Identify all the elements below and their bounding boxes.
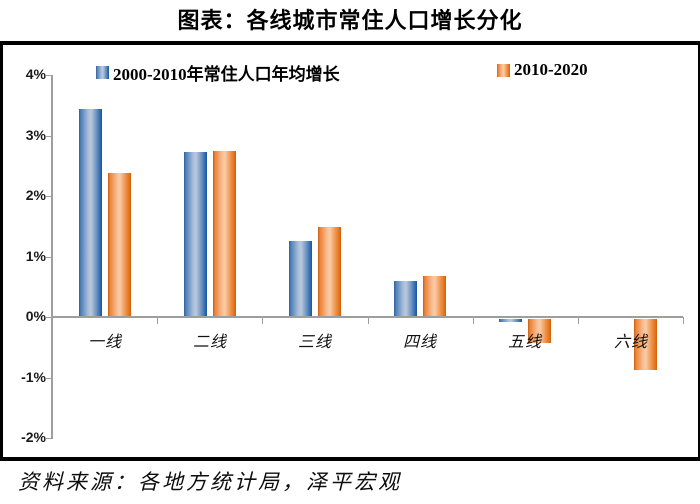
x-tick-0 xyxy=(52,317,53,324)
x-tick-2 xyxy=(262,317,263,324)
x-tick-6 xyxy=(683,317,684,324)
bar-blue-四线 xyxy=(394,280,417,317)
x-tick-1 xyxy=(157,317,158,324)
legend-swatch-blue xyxy=(96,66,109,79)
x-category-label-三线: 三线 xyxy=(297,334,332,351)
x-tick-3 xyxy=(368,317,369,324)
source-note: 资料来源：各地方统计局，泽平宏观 xyxy=(18,470,402,494)
y-tick-label-2%: 2% xyxy=(25,187,46,203)
y-tick-1% xyxy=(46,256,52,258)
legend-label-2010-2020: 2010-2020 xyxy=(514,60,588,79)
y-tick-label-1%: 1% xyxy=(25,247,46,264)
y-tick--2% xyxy=(46,438,52,439)
x-category-label-四线: 四线 xyxy=(402,334,437,351)
x-axis-line xyxy=(52,316,683,318)
y-tick-0% xyxy=(46,317,52,318)
x-tick-4 xyxy=(473,317,474,324)
legend-label-2000-2010: 2000-2010年常住人口年均增长 xyxy=(113,65,340,84)
bar-orange-五线 xyxy=(528,319,551,344)
legend-item-2000-2010: 2000-2010年常住人口年均增长 xyxy=(96,60,340,85)
bar-orange-一线 xyxy=(108,173,131,317)
y-axis-line xyxy=(51,75,53,439)
y-tick-label-0%: 0% xyxy=(25,308,46,324)
y-tick-label-3%: 3% xyxy=(25,126,46,143)
y-tick-4% xyxy=(46,75,52,76)
y-tick-label--2%: -2% xyxy=(21,429,46,445)
x-category-label-六线: 六线 xyxy=(613,334,648,351)
legend-swatch-orange xyxy=(497,63,510,77)
bar-blue-二线 xyxy=(184,152,207,317)
chart-frame-border xyxy=(0,41,700,461)
x-category-label-一线: 一线 xyxy=(87,334,122,351)
x-category-label-五线: 五线 xyxy=(507,334,542,351)
x-tick-5 xyxy=(578,317,579,324)
y-tick-3% xyxy=(46,135,52,137)
bar-blue-一线 xyxy=(79,108,102,317)
y-tick-label--1%: -1% xyxy=(21,368,46,385)
x-category-label-二线: 二线 xyxy=(192,334,227,351)
y-tick-2% xyxy=(46,196,52,197)
bar-orange-六线 xyxy=(634,319,657,371)
bar-blue-五线 xyxy=(499,319,522,322)
legend: 2000-2010年常住人口年均增长 2010-2020 xyxy=(0,60,700,85)
y-tick--1% xyxy=(46,377,52,379)
bar-orange-三线 xyxy=(318,226,341,317)
bar-orange-四线 xyxy=(423,275,446,317)
chart-title: 图表：各线城市常住人口增长分化 xyxy=(177,8,523,33)
legend-item-2010-2020: 2010-2020 xyxy=(497,60,588,80)
y-tick-label-4%: 4% xyxy=(25,66,46,82)
bar-orange-二线 xyxy=(213,151,236,317)
bar-blue-三线 xyxy=(289,240,312,317)
